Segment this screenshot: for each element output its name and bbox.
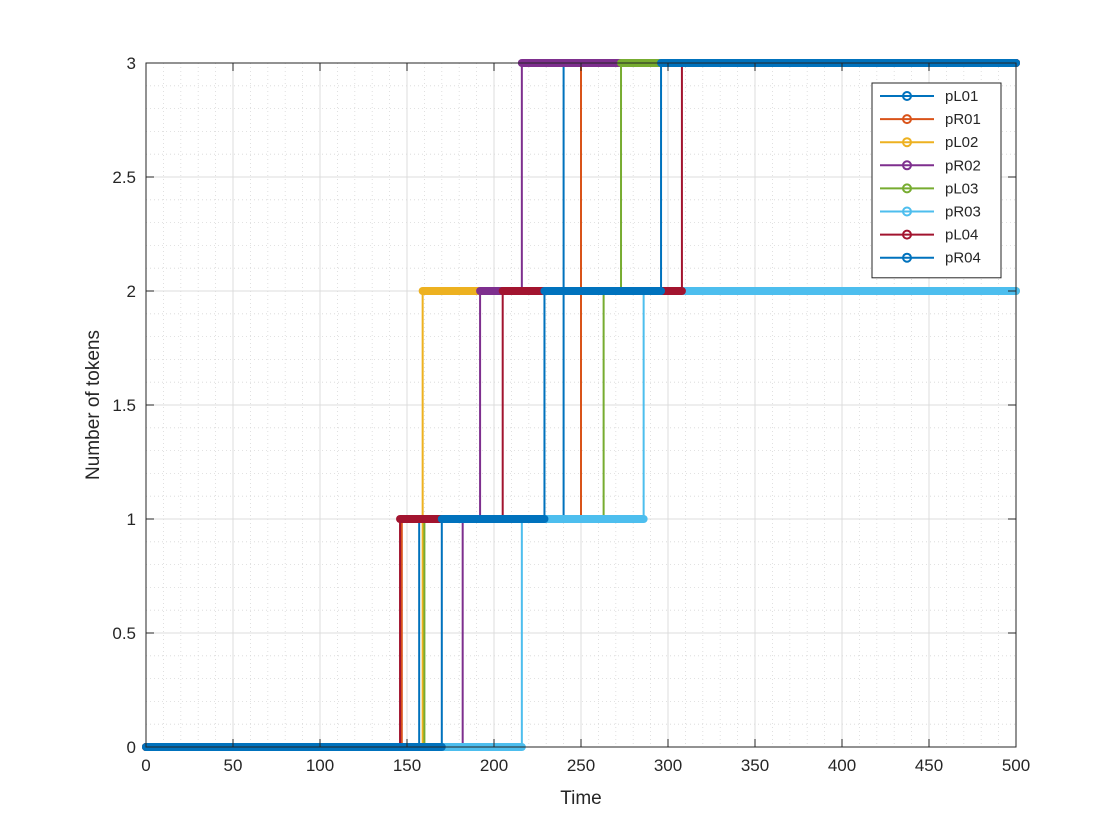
x-tick-label: 50 xyxy=(224,756,243,775)
x-tick-label: 450 xyxy=(915,756,943,775)
series-line-pL03 xyxy=(146,62,1016,748)
legend-box xyxy=(871,82,1002,279)
series-line-pL04 xyxy=(146,62,1016,748)
legend-label: pR03 xyxy=(945,204,981,221)
legend-marker xyxy=(902,91,912,101)
legend-label: pR01 xyxy=(945,111,981,128)
legend-marker xyxy=(902,206,912,217)
legend-item-pR04: pR04 xyxy=(880,250,981,267)
legend-item-pL04: pL04 xyxy=(880,227,978,244)
legend-marker xyxy=(902,252,912,263)
x-tick-label: 0 xyxy=(141,756,150,775)
ticks: 0 50 100 150 200 250 300 350 400 450 500 0 0.5 1 1.5 2 2… xyxy=(112,54,1030,775)
x-tick-label: 350 xyxy=(741,756,769,775)
x-tick-label: 400 xyxy=(828,756,856,775)
x-axis-label: Time xyxy=(560,788,602,809)
legend-label: pL03 xyxy=(945,180,978,197)
x-tick-label: 100 xyxy=(306,756,334,775)
x-tick-label: 300 xyxy=(654,756,682,775)
y-tick-label: 0 xyxy=(127,738,136,757)
series-line-pR04 xyxy=(146,62,1016,748)
legend-label: pL01 xyxy=(945,88,978,105)
legend-marker xyxy=(902,229,912,240)
y-axis-label: Number of tokens xyxy=(83,330,104,480)
legend-item-pL01: pL01 xyxy=(880,88,978,105)
legend-label: pL02 xyxy=(945,134,978,151)
legend-item-pL02: pL02 xyxy=(880,134,978,151)
plot-area: 0 50 100 150 200 250 300 350 400 450 500 0 0.5 1 1.5 2 2… xyxy=(112,54,1030,775)
legend-label: pR02 xyxy=(945,157,981,174)
y-tick-label: 3 xyxy=(127,54,136,73)
legend-marker xyxy=(902,137,912,148)
x-tick-label: 500 xyxy=(1002,756,1030,775)
legend-item-pR03: pR03 xyxy=(880,204,981,221)
x-tick-label: 200 xyxy=(480,756,508,775)
x-tick-label: 250 xyxy=(567,756,595,775)
y-tick-label: 2 xyxy=(127,282,136,301)
legend-item-pR01: pR01 xyxy=(880,111,981,128)
legend: pL01 pR01 pL02 pR02 pL03 pR03 pL04 pR04 xyxy=(871,82,1002,279)
legend-label: pL04 xyxy=(945,227,978,244)
y-tick-label: 0.5 xyxy=(112,624,136,643)
y-tick-label: 1 xyxy=(127,510,136,529)
legend-marker xyxy=(902,183,912,194)
legend-marker xyxy=(902,114,912,125)
x-tick-label: 150 xyxy=(393,756,421,775)
series-line-pR02 xyxy=(146,62,1016,748)
legend-marker xyxy=(902,160,912,171)
y-tick-label: 1.5 xyxy=(112,396,136,415)
legend-label: pR04 xyxy=(945,250,981,267)
legend-item-pL03: pL03 xyxy=(880,180,978,197)
legend-item-pR02: pR02 xyxy=(880,157,981,174)
y-tick-label: 2.5 xyxy=(112,168,136,187)
